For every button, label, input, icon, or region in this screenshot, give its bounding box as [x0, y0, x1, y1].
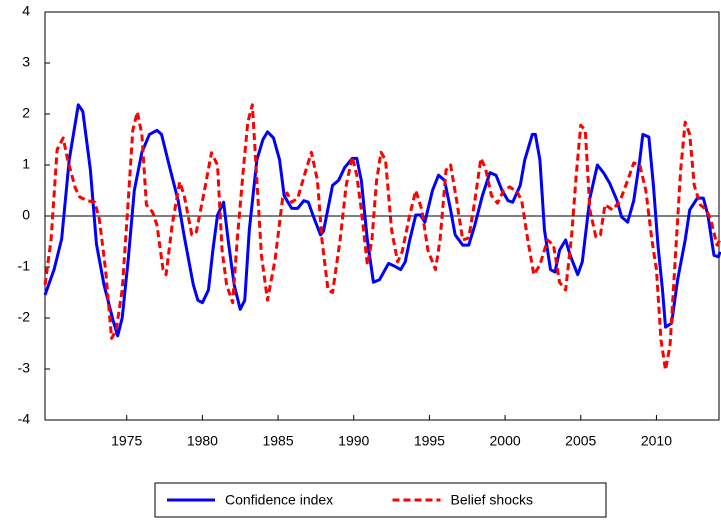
legend-label: Confidence index — [225, 492, 333, 508]
x-tick-label: 2005 — [565, 433, 596, 449]
x-tick-label: 1980 — [187, 433, 218, 449]
x-tick-label: 1985 — [262, 433, 293, 449]
y-tick-label: -2 — [18, 309, 31, 325]
y-tick-label: -3 — [18, 360, 31, 376]
y-tick-label: 4 — [22, 3, 30, 19]
x-tick-label: 1975 — [111, 433, 142, 449]
x-tick-label: 2010 — [641, 433, 672, 449]
y-tick-label: 3 — [22, 54, 30, 70]
x-tick-label: 1990 — [338, 433, 369, 449]
y-tick-label: 2 — [22, 105, 30, 121]
y-tick-label: -4 — [18, 411, 31, 427]
legend-box — [154, 482, 607, 518]
y-tick-label: 0 — [22, 207, 30, 223]
x-tick-label: 2000 — [490, 433, 521, 449]
y-tick-label: 1 — [22, 156, 30, 172]
y-tick-label: -1 — [18, 258, 31, 274]
series-line — [43, 103, 721, 372]
x-tick-label: 1995 — [414, 433, 445, 449]
series-line — [43, 103, 721, 338]
legend-label: Belief shocks — [451, 492, 533, 508]
